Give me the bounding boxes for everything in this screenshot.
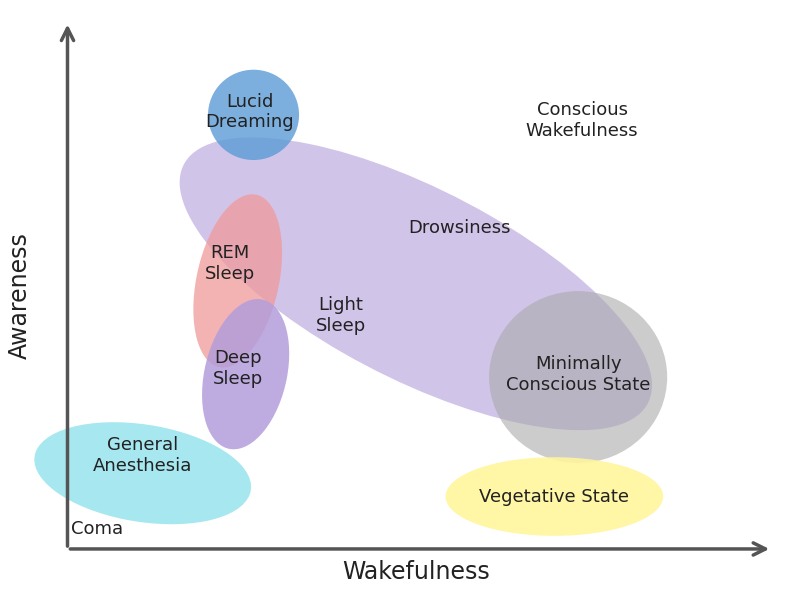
Ellipse shape [489, 291, 667, 463]
Text: Awareness: Awareness [8, 232, 32, 359]
Ellipse shape [446, 457, 663, 536]
Ellipse shape [34, 422, 251, 524]
Ellipse shape [208, 70, 299, 160]
Ellipse shape [194, 194, 282, 368]
Text: REM
Sleep: REM Sleep [205, 244, 255, 283]
Ellipse shape [202, 299, 290, 449]
Text: Vegetative State: Vegetative State [479, 488, 630, 505]
Ellipse shape [180, 138, 652, 430]
Text: Deep
Sleep: Deep Sleep [213, 349, 263, 388]
Text: Lucid
Dreaming: Lucid Dreaming [206, 93, 294, 131]
Text: General
Anesthesia: General Anesthesia [93, 436, 192, 475]
Text: Minimally
Conscious State: Minimally Conscious State [506, 355, 650, 394]
Text: Drowsiness: Drowsiness [408, 219, 510, 238]
Text: Light
Sleep: Light Sleep [315, 297, 366, 335]
Text: Wakefulness: Wakefulness [342, 560, 490, 584]
Text: Coma: Coma [71, 519, 123, 538]
Text: Conscious
Wakefulness: Conscious Wakefulness [526, 101, 638, 140]
